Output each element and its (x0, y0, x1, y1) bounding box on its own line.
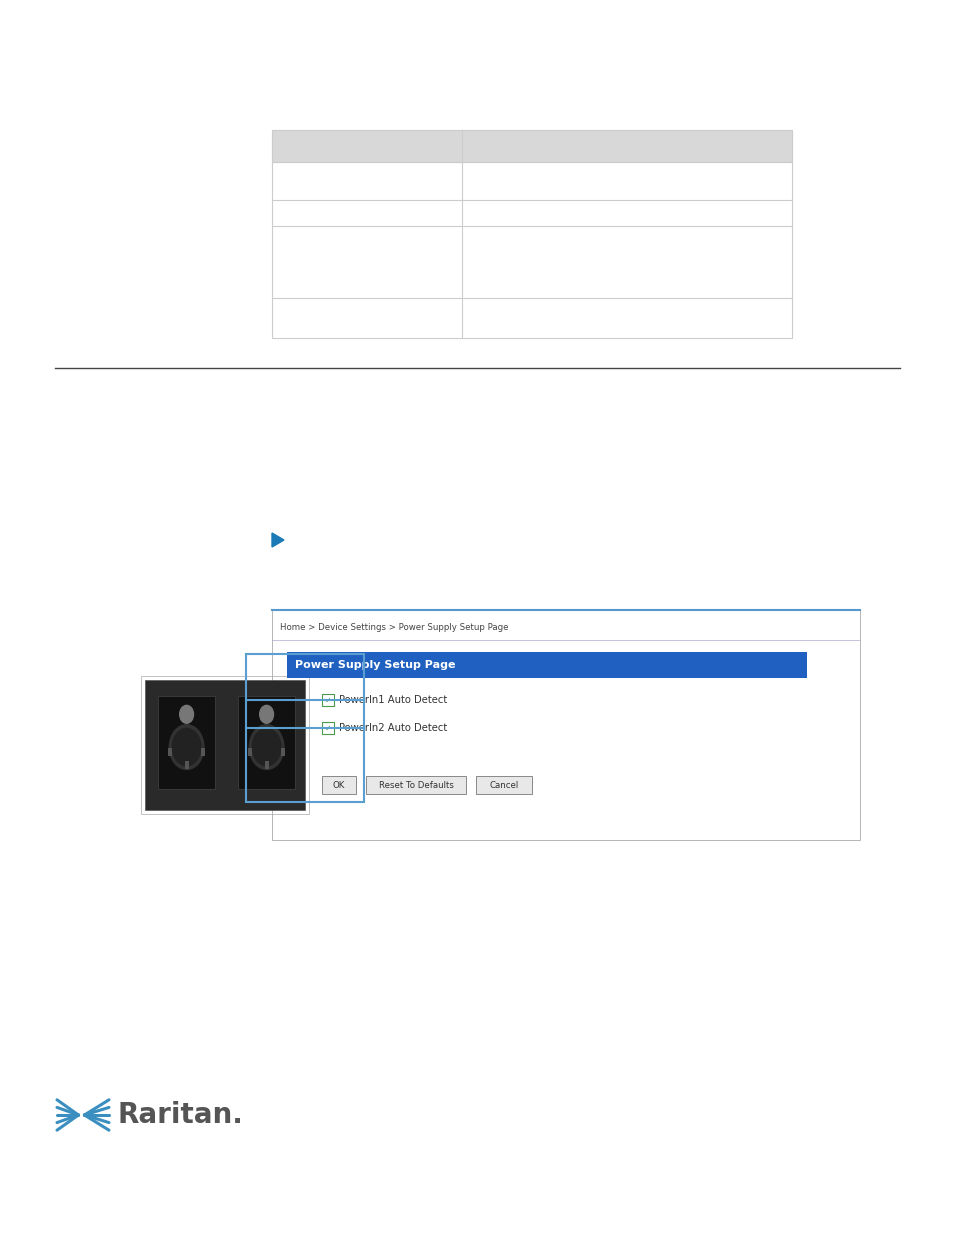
Text: PowerIn2 Auto Detect: PowerIn2 Auto Detect (338, 722, 447, 734)
Text: Home > Device Settings > Power Supply Setup Page: Home > Device Settings > Power Supply Se… (280, 624, 508, 632)
Text: Raritan.: Raritan. (117, 1100, 243, 1129)
FancyBboxPatch shape (280, 748, 284, 756)
Circle shape (172, 729, 201, 766)
FancyBboxPatch shape (169, 748, 172, 756)
FancyBboxPatch shape (322, 776, 355, 794)
FancyBboxPatch shape (264, 762, 269, 769)
Circle shape (179, 705, 193, 724)
FancyBboxPatch shape (272, 610, 859, 840)
FancyBboxPatch shape (248, 748, 253, 756)
FancyBboxPatch shape (237, 695, 295, 789)
FancyBboxPatch shape (200, 748, 205, 756)
FancyBboxPatch shape (366, 776, 465, 794)
FancyBboxPatch shape (287, 652, 806, 678)
Circle shape (169, 725, 204, 769)
Text: Cancel: Cancel (489, 781, 518, 789)
FancyBboxPatch shape (322, 694, 334, 706)
Text: Power Supply Setup Page: Power Supply Setup Page (294, 659, 455, 671)
FancyBboxPatch shape (322, 722, 334, 734)
FancyBboxPatch shape (272, 130, 791, 338)
Text: ✓: ✓ (324, 724, 331, 732)
Circle shape (249, 725, 284, 769)
Polygon shape (272, 534, 284, 547)
Circle shape (252, 729, 281, 766)
FancyBboxPatch shape (272, 130, 791, 162)
FancyBboxPatch shape (157, 695, 215, 789)
FancyBboxPatch shape (476, 776, 532, 794)
Text: OK: OK (333, 781, 345, 789)
Text: PowerIn1 Auto Detect: PowerIn1 Auto Detect (338, 695, 447, 705)
FancyBboxPatch shape (185, 762, 189, 769)
Circle shape (259, 705, 274, 724)
Text: Reset To Defaults: Reset To Defaults (378, 781, 453, 789)
FancyBboxPatch shape (145, 680, 305, 810)
Text: ✓: ✓ (324, 695, 331, 704)
